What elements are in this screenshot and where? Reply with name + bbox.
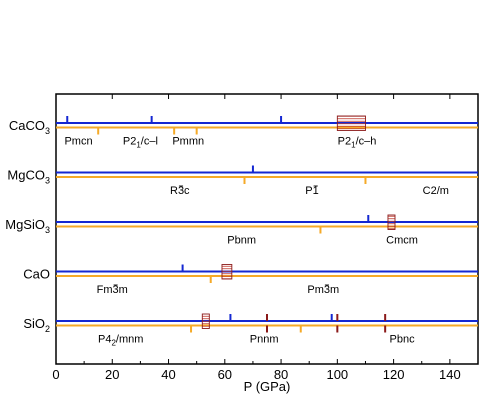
phase-suffix: /c–l xyxy=(141,136,158,148)
phase-name: Pmcn xyxy=(64,136,92,148)
row-cao: CaO Fm3m Pm3m xyxy=(23,264,478,296)
uncertainty-box xyxy=(387,214,396,230)
plot-frame xyxy=(55,93,479,365)
row-label-main: SiO xyxy=(23,316,45,331)
row-mgco3: MgCO3 R3c P1 C2/m xyxy=(7,165,478,197)
row-label-caco3: CaCO3 xyxy=(9,118,50,136)
row-label-main: MgSiO xyxy=(5,217,45,232)
x-tick-label: 60 xyxy=(218,367,232,382)
phase-label: Pmmn xyxy=(172,136,204,148)
phase-name: P1 xyxy=(305,185,318,197)
phase-subscript: 1 xyxy=(351,141,356,150)
phase-name: R3c xyxy=(170,185,190,197)
x-tick-label: 100 xyxy=(326,367,348,382)
row-label-main: CaO xyxy=(23,267,50,282)
phase-label: Pbnc xyxy=(390,334,416,346)
phase-name: Pbnm xyxy=(227,235,256,247)
phase-name: C2/m xyxy=(423,185,449,197)
phase-name: Pmmn xyxy=(172,136,204,148)
row-label-sub: 3 xyxy=(45,176,50,186)
phase-name: P4 xyxy=(98,334,111,346)
x-tick-label: 20 xyxy=(105,367,119,382)
phase-name: Fm3m xyxy=(97,284,128,296)
phase-suffix: /mnm xyxy=(116,334,144,346)
row-mgsio3: MgSiO3 Pbnm Cmcm xyxy=(5,214,478,247)
phase-label: Pmcn xyxy=(64,136,92,148)
phase-label: Pnnm xyxy=(250,334,279,346)
phase-label: Pm3m xyxy=(307,284,339,296)
phase-name: Pm3m xyxy=(307,284,339,296)
x-axis-label: P (GPa) xyxy=(244,379,291,394)
phase-label: Fm3m xyxy=(97,284,128,296)
x-tick-label: 120 xyxy=(383,367,405,382)
phase-suffix: /c–h xyxy=(356,136,377,148)
row-label-main: MgCO xyxy=(7,168,45,183)
phase-label: R3c xyxy=(170,185,190,197)
uncertainty-box xyxy=(201,313,210,329)
phase-label: Cmcm xyxy=(386,235,418,247)
phase-name: P2 xyxy=(123,136,136,148)
row-label-main: CaCO xyxy=(9,118,45,133)
phase-name: Pnnm xyxy=(250,334,279,346)
phase-name: Cmcm xyxy=(386,235,418,247)
x-tick-label: 140 xyxy=(439,367,461,382)
uncertainty-box xyxy=(336,115,366,131)
row-label-sub: 3 xyxy=(45,126,50,136)
phase-label: C2/m xyxy=(423,185,449,197)
x-axis: 0 20 40 60 80 100 120 140 xyxy=(52,94,461,382)
row-label-sub: 2 xyxy=(45,324,50,334)
row-label-cao: CaO xyxy=(23,267,50,282)
x-tick-label: 80 xyxy=(274,367,288,382)
row-label-sio2: SiO2 xyxy=(23,316,50,334)
phase-name: P2 xyxy=(338,136,351,148)
phase-label: Pbnm xyxy=(227,235,256,247)
uncertainty-box xyxy=(221,264,233,280)
row-label-sub: 3 xyxy=(45,225,50,235)
phase-name: Pbnc xyxy=(390,334,416,346)
row-label-mgsio3: MgSiO3 xyxy=(5,217,50,235)
phase-subscript: 2 xyxy=(111,339,116,348)
row-label-mgco3: MgCO3 xyxy=(7,168,50,186)
x-tick-label: 40 xyxy=(161,367,175,382)
phase-label: P1 xyxy=(305,185,318,197)
x-tick-label: 0 xyxy=(52,367,59,382)
phase-label: P42/mnm xyxy=(98,334,143,348)
phase-label: P21/c–h xyxy=(338,136,377,150)
phase-subscript: 1 xyxy=(136,141,141,150)
phase-label: P21/c–l xyxy=(123,136,158,150)
